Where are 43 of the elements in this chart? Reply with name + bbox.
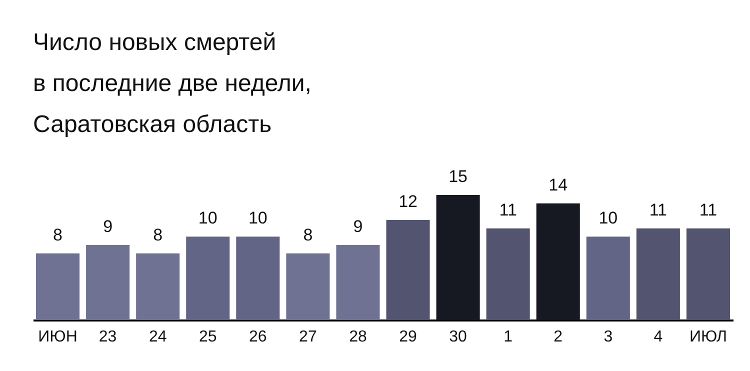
bar xyxy=(286,253,330,320)
bar xyxy=(336,245,380,320)
x-tick-label: 1 xyxy=(504,328,513,346)
chart-title: Число новых смертей в последние две недели, Саратовская область xyxy=(33,28,312,140)
data-label: 10 xyxy=(198,208,218,228)
x-tick-label: 30 xyxy=(449,328,468,346)
bar xyxy=(86,245,130,320)
bar xyxy=(386,220,430,320)
bar xyxy=(586,236,630,320)
data-label: 9 xyxy=(353,217,363,236)
bar xyxy=(186,236,230,320)
bar xyxy=(536,203,580,320)
x-tick-label: 27 xyxy=(299,328,317,346)
bar xyxy=(636,228,680,320)
x-tick-label: 3 xyxy=(604,328,613,346)
data-label: 14 xyxy=(548,175,568,194)
x-tick-label: 4 xyxy=(654,328,663,346)
x-tick-label: ИЮЛ xyxy=(690,328,727,346)
x-tick-label: 23 xyxy=(98,328,117,346)
x-tick-label: 28 xyxy=(349,328,367,346)
data-label: 9 xyxy=(103,217,113,236)
data-label: 8 xyxy=(303,225,313,244)
x-tick-label: 26 xyxy=(249,328,267,346)
data-label: 15 xyxy=(448,167,468,186)
bar xyxy=(436,195,480,320)
x-tick-label: ИЮН xyxy=(38,328,78,346)
data-label: 8 xyxy=(153,225,163,244)
data-label: 10 xyxy=(248,208,268,228)
data-label: 12 xyxy=(398,192,418,211)
bar xyxy=(486,228,530,320)
data-label: 11 xyxy=(499,200,517,220)
x-tick-label: 25 xyxy=(198,328,217,346)
data-label: 10 xyxy=(598,208,618,228)
bar xyxy=(236,236,280,320)
bar xyxy=(36,253,80,320)
bar xyxy=(686,228,730,320)
x-tick-label: 29 xyxy=(399,328,418,346)
data-label: 11 xyxy=(699,200,718,220)
data-label: 8 xyxy=(53,225,62,244)
bar xyxy=(136,253,180,320)
x-tick-label: 2 xyxy=(554,328,563,346)
x-tick-label: 24 xyxy=(148,328,167,346)
data-label: 11 xyxy=(649,200,668,220)
